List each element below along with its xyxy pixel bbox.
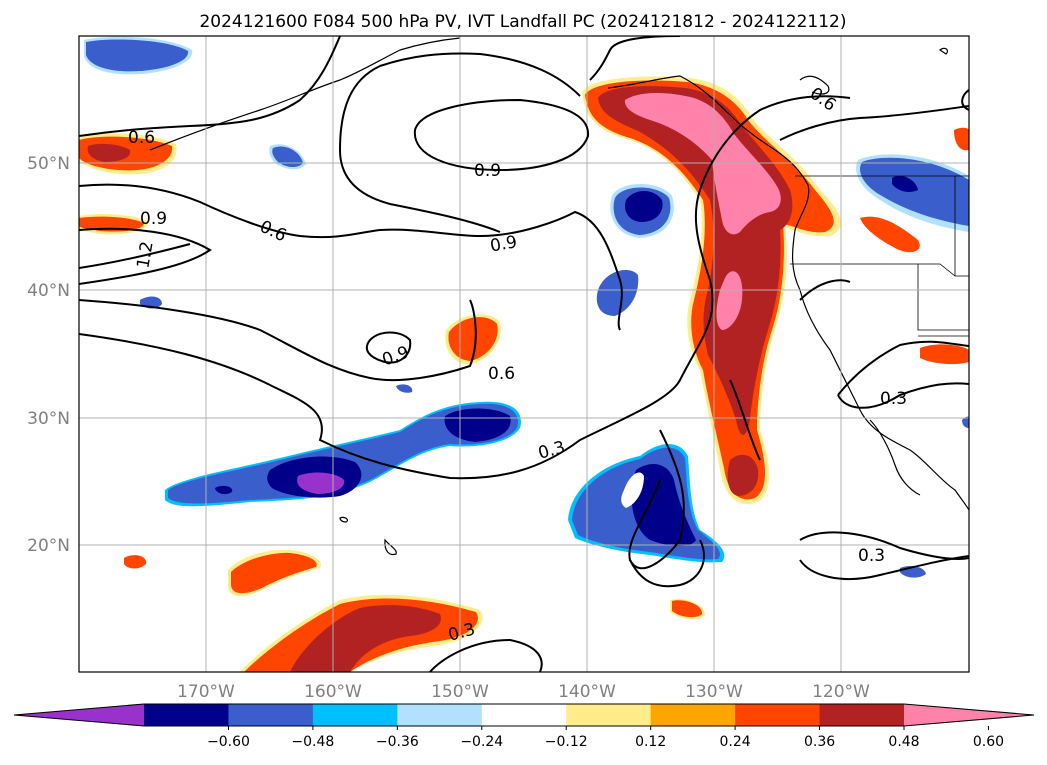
colorbar-swatch: [819, 704, 905, 726]
gridlines: [79, 36, 969, 672]
lon-tick-label: 140°W: [558, 682, 616, 702]
contour-label: 0.3: [880, 389, 907, 409]
lon-tick-label: 130°W: [685, 682, 743, 702]
contour-label: 0.9: [489, 232, 519, 256]
lat-tick-labels: 50°N 40°N 30°N 20°N: [27, 154, 70, 556]
colorbar-extend-high: [904, 704, 1034, 726]
lat-tick-label: 30°N: [27, 409, 70, 429]
lat-tick-label: 20°N: [27, 536, 70, 556]
contour-label: 0.6: [488, 364, 515, 384]
colorbar-swatch: [312, 704, 398, 726]
colorbar-tick-label: 0.48: [888, 734, 919, 750]
pv-contours: [79, 36, 969, 672]
lon-tick-label: 160°W: [304, 682, 362, 702]
colorbar-swatch: [144, 704, 229, 726]
colorbar-tick-label: 0.12: [635, 734, 666, 750]
colorbar-tick-label: 0.36: [804, 734, 835, 750]
contour-label: 0.3: [858, 546, 885, 566]
contour-label: 0.9: [474, 161, 501, 181]
colorbar-extend-low: [14, 704, 144, 726]
colorbar-swatch: [228, 704, 314, 726]
lon-tick-label: 150°W: [431, 682, 489, 702]
political-boundaries: [790, 175, 969, 337]
colorbar-swatch: [481, 704, 567, 726]
contour-label: 0.9: [140, 209, 167, 229]
colorbar-swatch: [397, 704, 483, 726]
colorbar-tick-label: 0.60: [973, 734, 1004, 750]
lon-tick-labels: 170°W 160°W 150°W 140°W 130°W 120°W: [177, 682, 870, 702]
colorbar-tick-label: −0.60: [207, 734, 250, 750]
colorbar: −0.60 −0.48 −0.36 −0.24 −0.12 0.12 0.24 0.36 0.4…: [13, 703, 1035, 750]
colorbar-swatch: [735, 704, 821, 726]
map-area: 0.6 0.9 1.2 0.9 0.9 0.6 0.9 0.6 0.3 0.6 …: [78, 35, 970, 673]
lat-tick-label: 40°N: [27, 281, 70, 301]
colorbar-tick-label: −0.36: [376, 734, 419, 750]
colorbar-swatch: [566, 704, 652, 726]
contour-label: 1.2: [133, 240, 157, 270]
colorbar-tick-label: −0.12: [545, 734, 588, 750]
colorbar-tick-label: 0.24: [720, 734, 751, 750]
lat-tick-label: 50°N: [27, 154, 70, 174]
contour-label: 0.6: [128, 128, 155, 148]
colorbar-tick-label: −0.48: [291, 734, 334, 750]
lon-tick-label: 170°W: [177, 682, 235, 702]
colorbar-outline: [13, 703, 1035, 727]
colorbar-swatch: [650, 704, 736, 726]
chart-title: 2024121600 F084 500 hPa PV, IVT Landfall…: [199, 12, 846, 32]
colorbar-tick-label: −0.24: [460, 734, 503, 750]
map-frame: [78, 35, 970, 673]
lon-tick-label: 120°W: [812, 682, 870, 702]
